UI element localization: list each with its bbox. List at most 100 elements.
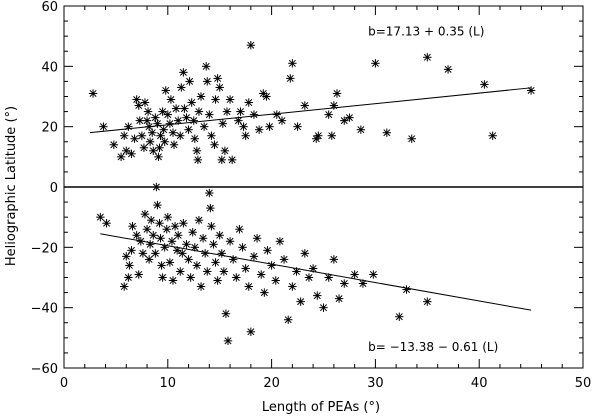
data-point (155, 143, 164, 152)
data-point (168, 276, 178, 285)
data-point (194, 215, 204, 225)
data-point-stroke (527, 86, 535, 94)
data-point (232, 273, 241, 282)
data-point-stroke (146, 240, 154, 248)
data-point-stroke (122, 147, 130, 155)
data-point-stroke (159, 108, 167, 116)
data-point-stroke (177, 83, 185, 91)
data-point-stroke (166, 120, 174, 128)
data-point-stroke (222, 310, 230, 318)
data-point-stroke (170, 141, 178, 149)
data-point-stroke (245, 283, 253, 291)
data-point-stroke (408, 135, 416, 143)
data-point (227, 155, 237, 165)
data-point (168, 128, 178, 137)
data-point-stroke (220, 267, 228, 275)
data-point-stroke (203, 267, 211, 275)
data-point (165, 258, 175, 267)
data-point (185, 77, 194, 86)
data-point (137, 131, 147, 140)
data-point (122, 146, 131, 155)
data-point-stroke (444, 65, 452, 73)
data-point-stroke (166, 258, 174, 266)
data-point-stroke (169, 277, 177, 285)
data-point-stroke (168, 237, 176, 245)
data-point-stroke (157, 132, 165, 140)
data-point-stroke (330, 102, 338, 110)
data-point (163, 110, 172, 119)
data-point (223, 336, 233, 346)
data-point-stroke (240, 123, 248, 131)
data-point-stroke (202, 62, 210, 70)
data-point-stroke (141, 210, 149, 218)
data-point-stroke (199, 234, 207, 242)
data-point-stroke (191, 135, 199, 143)
data-point (156, 131, 165, 140)
data-point (145, 137, 155, 146)
data-point-stroke (197, 283, 205, 291)
data-point (190, 134, 199, 143)
data-point (153, 119, 162, 128)
data-point-stroke (163, 225, 171, 233)
data-point (314, 131, 323, 140)
data-point-stroke (180, 105, 188, 113)
data-point (146, 215, 156, 225)
data-point (140, 209, 150, 219)
data-point-stroke (133, 231, 141, 239)
data-point (238, 243, 247, 252)
data-point-stroke (194, 156, 202, 164)
data-point-stroke (143, 225, 151, 233)
data-point-stroke (120, 132, 128, 140)
data-point (128, 222, 137, 231)
data-point-stroke (193, 261, 201, 269)
data-point (239, 122, 248, 131)
data-point (199, 122, 209, 131)
data-point-stroke (340, 280, 348, 288)
data-point-stroke (255, 126, 263, 134)
data-point (143, 107, 153, 116)
data-point (207, 131, 216, 140)
data-point-stroke (272, 277, 280, 285)
data-point (180, 104, 189, 113)
data-point-stroke (99, 123, 107, 131)
data-point (122, 252, 131, 261)
data-point-stroke (239, 243, 247, 251)
y-tick-label: 20 (41, 121, 58, 136)
plot-frame (63, 5, 584, 369)
data-point (356, 125, 366, 134)
fit-equation-1: b= −13.38 − 0.61 (L) (368, 340, 498, 354)
data-point (149, 231, 158, 240)
data-point (142, 116, 152, 125)
data-point-stroke (214, 277, 222, 285)
data-point (160, 137, 169, 146)
data-point-stroke (176, 267, 184, 275)
data-point-stroke (131, 135, 139, 143)
data-point (160, 243, 169, 252)
data-point-stroke (149, 231, 157, 239)
data-point (313, 291, 322, 300)
y-tick-label: 60 (41, 0, 58, 15)
data-point (192, 261, 202, 270)
data-point-stroke (395, 313, 403, 321)
data-point-stroke (216, 83, 224, 91)
data-point (225, 95, 235, 104)
data-point (130, 134, 139, 143)
data-point (275, 237, 285, 246)
data-point (423, 297, 432, 306)
data-point (213, 276, 222, 285)
data-point (327, 131, 337, 140)
data-point (288, 282, 297, 291)
data-point (234, 116, 243, 125)
data-point (149, 146, 158, 155)
data-point (526, 86, 536, 95)
data-point-stroke (268, 261, 276, 269)
data-point (286, 74, 295, 83)
data-point-stroke (357, 126, 365, 134)
data-point (151, 249, 160, 258)
data-point (300, 249, 310, 258)
x-axis-ticks: 0 10 20 30 40 50 (60, 6, 591, 391)
data-point-stroke (223, 108, 231, 116)
data-point (395, 312, 404, 321)
